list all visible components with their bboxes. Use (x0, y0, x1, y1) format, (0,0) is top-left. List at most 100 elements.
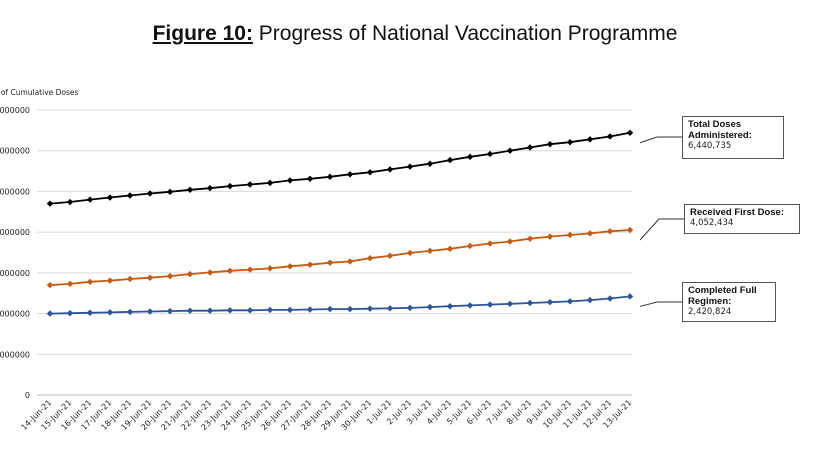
data-point (586, 230, 594, 237)
data-point (186, 307, 194, 314)
data-point (226, 182, 234, 190)
data-point (386, 305, 394, 312)
data-point (546, 298, 554, 306)
callout-first-label: Received First Dose: (690, 207, 784, 218)
data-point (126, 275, 134, 283)
data-point (166, 272, 174, 280)
data-point (66, 198, 74, 206)
data-point (506, 238, 514, 245)
callout-full-label: Completed Full Regimen: (688, 285, 757, 307)
data-point (226, 267, 234, 275)
data-point (326, 259, 334, 266)
data-point (486, 150, 494, 158)
data-point (426, 160, 434, 167)
data-point (186, 270, 194, 278)
data-point (266, 265, 274, 272)
data-point (186, 186, 194, 193)
data-point (246, 266, 254, 273)
data-point (46, 310, 54, 317)
figure-title-text: Progress of National Vaccination Program… (252, 22, 678, 45)
data-point (246, 307, 254, 314)
data-point (286, 306, 294, 314)
data-point (86, 309, 94, 316)
data-point (486, 301, 494, 308)
series-line-2 (49, 295, 631, 315)
callout-full-regimen: Completed Full Regimen: 2,420,824 (682, 282, 776, 322)
data-point (106, 194, 114, 201)
data-point (126, 192, 134, 199)
callout-total-value: 6,440,735 (688, 141, 732, 151)
data-point (106, 277, 114, 284)
y-tick-label: 0 (25, 391, 30, 400)
data-point (46, 200, 54, 207)
data-point (166, 307, 174, 315)
data-point (206, 184, 214, 192)
data-point (146, 190, 154, 197)
figure-title: Figure 10: Progress of National Vaccinat… (0, 22, 830, 46)
data-point (566, 231, 574, 239)
data-point (266, 306, 274, 314)
data-point (426, 303, 434, 311)
callout-leader (639, 136, 682, 144)
y-tick-label: 000000 (0, 350, 30, 359)
figure-number: Figure 10: (152, 22, 253, 45)
data-point (526, 235, 534, 242)
data-point (546, 141, 554, 148)
data-point (206, 307, 214, 314)
callout-first-value: 4,052,434 (690, 218, 734, 228)
callout-total-doses: Total Doses Administered: 6,440,735 (682, 116, 784, 159)
data-point (286, 177, 294, 184)
data-point (306, 175, 314, 183)
data-point (306, 306, 314, 313)
data-point (526, 299, 534, 307)
data-point (466, 242, 474, 250)
data-point (46, 281, 54, 289)
y-tick-label: 000000 (0, 310, 30, 319)
data-point (226, 307, 234, 314)
data-point (486, 240, 494, 247)
data-point (466, 302, 474, 309)
y-tick-label: 000000 (0, 228, 30, 237)
data-point (406, 249, 414, 257)
data-point (406, 163, 414, 170)
callout-total-label: Total Doses Administered: (688, 119, 752, 141)
callout-leader (639, 218, 684, 241)
data-point (166, 188, 174, 196)
data-point (446, 245, 454, 253)
data-point (146, 308, 154, 315)
y-tick-label: 000000 (0, 147, 30, 156)
y-tick-label: 000000 (0, 269, 30, 278)
data-point (386, 166, 394, 173)
data-point (606, 228, 614, 235)
data-point (546, 233, 554, 240)
data-point (346, 305, 354, 313)
data-point (526, 144, 534, 151)
data-point (606, 133, 614, 140)
data-point (86, 196, 94, 203)
data-point (346, 258, 354, 265)
y-tick-label: 000000 (0, 106, 30, 115)
data-point (506, 147, 514, 154)
callout-leader (639, 301, 682, 307)
data-point (426, 247, 434, 255)
data-point (446, 156, 454, 164)
series-line-1 (49, 229, 631, 286)
data-point (586, 136, 594, 143)
data-point (606, 295, 614, 302)
callout-first-dose: Received First Dose: 4,052,434 (684, 204, 800, 234)
data-point (386, 252, 394, 259)
data-point (126, 308, 134, 316)
data-point (306, 261, 314, 268)
y-axis-label: ber of Cumulative Doses (0, 88, 79, 97)
callout-full-value: 2,420,824 (688, 307, 732, 317)
data-point (466, 153, 474, 161)
data-point (366, 255, 374, 262)
data-point (586, 296, 594, 304)
data-point (506, 300, 514, 307)
data-point (626, 293, 634, 300)
data-point (366, 169, 374, 176)
data-point (286, 263, 294, 270)
data-point (446, 303, 454, 310)
data-point (626, 129, 634, 136)
data-point (86, 278, 94, 286)
